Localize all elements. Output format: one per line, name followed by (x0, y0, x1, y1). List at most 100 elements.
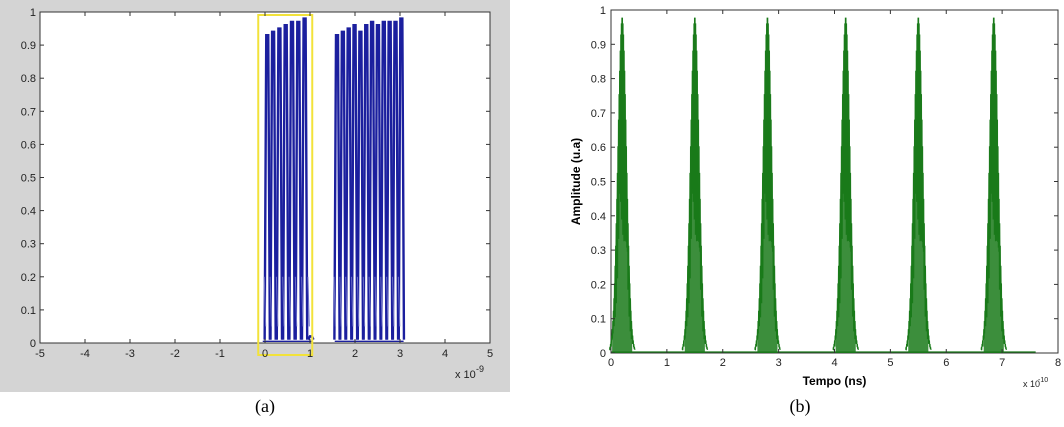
series-a-trace (262, 17, 406, 343)
x-tick-label-b-7: 7 (999, 357, 1005, 369)
chart-b-plot: 0 1 2 3 4 5 6 7 8 0 0.1 0.2 0.3 0.4 0.5 0.6 0.7 0.8 0.9 1 Te… (569, 5, 1061, 417)
x-tick-label-a-2: -3 (125, 348, 135, 360)
series-a-side-lobe-5 (294, 276, 298, 327)
x-axis-label-b: Tempo (ns) (803, 374, 867, 388)
y-tick-label-b-4: 0.4 (591, 211, 606, 223)
series-a-side-lobe-7 (307, 276, 310, 327)
highlight-box (257, 14, 314, 356)
x-tick-label-b-2: 2 (720, 357, 726, 369)
series-a-side-lobe-8 (333, 276, 336, 327)
series-a-peak-19 (397, 17, 406, 340)
series-a-side-lobe-10 (345, 276, 348, 327)
series-a-side-lobe-6 (301, 276, 304, 327)
series-a-side-lobe-19 (397, 276, 401, 327)
series-b-pulse-core-5 (983, 110, 1004, 353)
plot-area-b (610, 9, 1059, 354)
caption-b: (b) (790, 396, 811, 417)
y-tick-label-b-3: 0.3 (591, 245, 606, 257)
series-a-peak-4 (288, 20, 296, 340)
x-tick-label-b-3: 3 (776, 357, 782, 369)
x-tick-label-a-0: -5 (35, 348, 45, 360)
x-tick-label-a-5: 0 (262, 348, 268, 360)
series-a-peak-9 (339, 30, 347, 340)
series-a-peak-2 (275, 27, 284, 340)
y-tick-label-a-8: 0.8 (21, 73, 36, 85)
chart-a-plot: -5 -4 -3 -2 -1 0 1 2 3 4 5 0 0.1 0.2 0.3 0.4 0.5 0.6 0.7 0.… (0, 0, 510, 417)
x-tick-label-b-5: 5 (887, 357, 893, 369)
y-tick-label-b-0: 0 (600, 348, 606, 360)
y-tick-label-b-10: 1 (600, 5, 606, 17)
series-a-side-lobe-1 (269, 276, 272, 327)
caption-a: (a) (255, 396, 275, 417)
series-a-side-lobe-13 (362, 276, 366, 327)
series-b-pulse-core-1 (684, 110, 705, 353)
y-axis-label-b: Amplitude (u.a) (569, 138, 583, 225)
series-a-side-lobe-11 (351, 276, 354, 327)
y-tick-label-b-6: 0.6 (591, 142, 606, 154)
y-tick-label-a-7: 0.7 (21, 106, 36, 118)
x-tick-label-b-4: 4 (831, 357, 837, 369)
y-tick-label-b-8: 0.8 (591, 74, 606, 86)
series-a-peak-8 (333, 33, 341, 340)
x-tick-label-a-6: 1 (307, 348, 313, 360)
series-b-pulse-core-2 (757, 110, 778, 353)
x-multiplier-exponent-a: -9 (476, 364, 484, 374)
x-tick-label-b-6: 6 (943, 357, 949, 369)
y-tick-label-b-5: 0.5 (591, 177, 606, 189)
series-a-peak-6 (300, 17, 309, 340)
series-a-side-lobe-12 (356, 276, 360, 327)
y-tick-label-a-4: 0.4 (21, 206, 36, 218)
series-b-trace (608, 17, 1036, 353)
x-tick-label-a-9: 4 (442, 348, 448, 360)
x-multiplier-a: x 10 (455, 369, 476, 381)
series-a-peak-18 (391, 20, 400, 340)
series-a-peak-5 (294, 20, 303, 340)
series-a-peak-16 (380, 20, 388, 340)
y-tick-label-b-2: 0.2 (591, 279, 606, 291)
series-b-pulse-core-4 (908, 110, 929, 353)
y-tick-label-a-10: 1 (30, 7, 36, 19)
x-tick-label-a-3: -2 (170, 348, 180, 360)
x-tick-label-a-10: 5 (487, 348, 493, 360)
figure-b: 0 1 2 3 4 5 6 7 8 0 0.1 0.2 0.3 0.4 0.5 0.6 0.7 0.8 0.9 1 Te… (532, 0, 1064, 422)
series-a-side-lobe-4 (288, 276, 291, 327)
x-tick-label-b-1: 1 (664, 357, 670, 369)
series-a-side-lobe-17 (386, 276, 389, 327)
y-tick-label-a-3: 0.3 (21, 239, 36, 251)
series-a-peak-3 (281, 24, 290, 340)
x-tick-label-b-8: 8 (1055, 357, 1061, 369)
x-multiplier-b: x 10 (1023, 379, 1040, 389)
series-a-peak-1 (269, 30, 277, 340)
series-a-side-lobe-15 (374, 276, 377, 327)
series-a-peak-11 (350, 24, 359, 340)
series-a-peak-13 (362, 24, 371, 340)
series-a-peak-14 (368, 20, 376, 340)
series-b-pulse-core-0 (612, 110, 633, 353)
series-a-peak-15 (374, 24, 382, 340)
x-tick-label-a-1: -4 (80, 348, 90, 360)
figure-a: -5 -4 -3 -2 -1 0 1 2 3 4 5 0 0.1 0.2 0.3 0.4 0.5 0.6 0.7 0.… (0, 0, 530, 422)
series-a-peak-17 (385, 20, 394, 340)
series-a-side-lobe-14 (368, 276, 371, 327)
series-a-side-lobe-3 (282, 276, 285, 327)
y-tick-label-b-9: 0.9 (591, 39, 606, 51)
series-a-side-lobe-18 (392, 276, 395, 327)
y-tick-label-a-6: 0.6 (21, 139, 36, 151)
y-tick-label-a-1: 0.1 (21, 305, 36, 317)
x-tick-label-a-7: 2 (352, 348, 358, 360)
y-tick-label-b-1: 0.1 (591, 314, 606, 326)
y-tick-label-a-5: 0.5 (21, 173, 36, 185)
x-tick-label-a-4: -1 (215, 348, 225, 360)
y-tick-label-a-0: 0 (30, 338, 36, 350)
series-b-pulse-core-3 (835, 110, 856, 353)
y-tick-label-a-9: 0.9 (21, 40, 36, 52)
series-a-side-lobe-0 (263, 276, 267, 327)
series-a-peak-0 (263, 33, 272, 340)
y-tick-label-b-7: 0.7 (591, 108, 606, 120)
x-tick-label-a-8: 3 (397, 348, 403, 360)
x-multiplier-exponent-b: -10 (1038, 377, 1048, 384)
series-a-peak-12 (356, 30, 365, 340)
series-a-peak-10 (344, 27, 353, 340)
y-tick-label-a-2: 0.2 (21, 272, 36, 284)
series-a-side-lobe-16 (380, 276, 383, 327)
